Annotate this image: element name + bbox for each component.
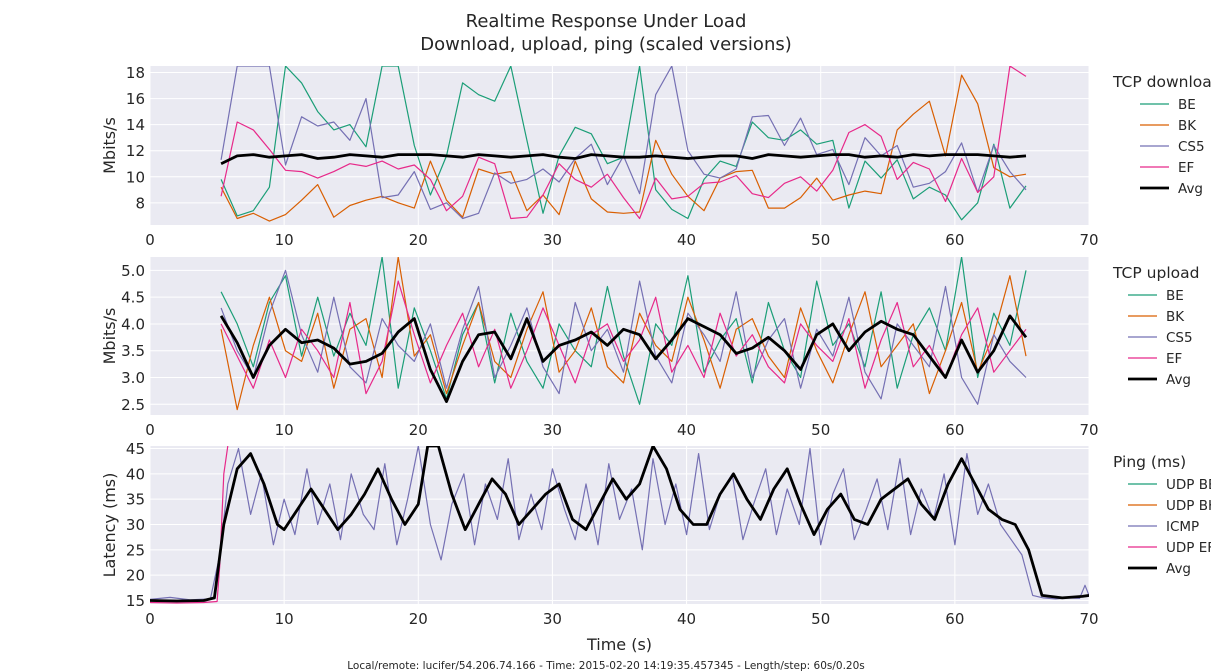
x-tick-label: 50 xyxy=(811,421,830,439)
legend-item: CS5 xyxy=(1166,330,1193,346)
y-tick-label: 35 xyxy=(126,491,145,509)
y-tick-label: 5.0 xyxy=(121,262,145,280)
y-tick-label: 3.5 xyxy=(121,342,145,360)
y-tick-label: 10 xyxy=(126,168,145,186)
x-tick-label: 70 xyxy=(1079,421,1098,439)
y-tick-label: 8 xyxy=(135,194,145,212)
legend-item: Avg xyxy=(1166,561,1191,577)
chart-panels: 0 10 20 30 40 50 60 70 8 10 12 14 16 18 Mbits/s TCP dow… xyxy=(100,64,1211,654)
legend-item: BE xyxy=(1178,97,1196,113)
series-line-icmp xyxy=(150,446,1089,601)
x-tick-label: 40 xyxy=(677,421,696,439)
legend-item: UDP BK xyxy=(1166,498,1211,514)
y-tick-label: 25 xyxy=(126,541,145,559)
legend-title: TCP upload xyxy=(1112,264,1199,282)
legend-item: UDP EF xyxy=(1166,540,1211,556)
x-tick-label: 20 xyxy=(409,231,428,249)
x-tick-label: 60 xyxy=(945,231,964,249)
y-axis-label: Latency (ms) xyxy=(100,473,119,578)
chart-footer: Local/remote: lucifer/54.206.74.166 - Ti… xyxy=(347,660,865,672)
series-line-avg xyxy=(150,446,1089,603)
y-tick-label: 40 xyxy=(126,465,145,483)
y-tick-label: 45 xyxy=(126,440,145,458)
y-tick-label: 16 xyxy=(126,90,145,108)
y-tick-label: 18 xyxy=(126,64,145,82)
x-tick-label: 50 xyxy=(811,231,830,249)
plot-area xyxy=(150,446,1089,604)
x-tick-label: 70 xyxy=(1079,610,1098,628)
x-tick-label: 50 xyxy=(811,610,830,628)
x-tick-label: 10 xyxy=(275,421,294,439)
y-axis-label: Mbits/s xyxy=(100,117,119,174)
x-tick-label: 20 xyxy=(409,610,428,628)
legend-item: ICMP xyxy=(1166,519,1199,535)
legend-item: BK xyxy=(1166,309,1185,325)
series-line-udp-ef xyxy=(150,446,229,604)
y-tick-label: 12 xyxy=(126,142,145,160)
series-line-ef xyxy=(220,66,1027,220)
series-line-bk xyxy=(220,257,1027,411)
legend-upload: TCP upload BE BK CS5 EF Avg xyxy=(1112,264,1199,388)
legend-item: Avg xyxy=(1178,181,1203,197)
y-tick-label: 2.5 xyxy=(121,396,145,414)
x-tick-label: 60 xyxy=(945,421,964,439)
legend-download: TCP download BE BK CS5 EF Avg xyxy=(1112,73,1211,197)
legend-item: BK xyxy=(1178,118,1197,134)
legend-title: Ping (ms) xyxy=(1113,453,1186,471)
x-tick-label: 70 xyxy=(1079,231,1098,249)
legend-title: TCP download xyxy=(1112,73,1211,91)
x-tick-label: 30 xyxy=(543,421,562,439)
legend-item: CS5 xyxy=(1178,139,1205,155)
x-tick-label: 30 xyxy=(543,231,562,249)
y-axis-label: Mbits/s xyxy=(100,308,119,365)
series-line-ef xyxy=(220,280,1027,395)
series-line-avg xyxy=(219,314,1028,403)
panel-upload: 0 10 20 30 40 50 60 70 2.5 3.0 3.5 4.0 4.5 5.0 Mbits/s… xyxy=(100,257,1199,439)
series-line-be xyxy=(220,257,1027,405)
legend-item: EF xyxy=(1166,351,1182,367)
x-axis-label: Time (s) xyxy=(586,635,652,654)
series-line-avg xyxy=(220,153,1027,165)
x-tick-label: 10 xyxy=(275,231,294,249)
y-tick-label: 15 xyxy=(126,592,145,610)
panel-ping: 0 10 20 30 40 50 60 70 15 20 25 30 35 40 45 Latency (ms… xyxy=(100,440,1211,654)
legend-ping: Ping (ms) UDP BE UDP BK ICMP UDP EF Avg xyxy=(1113,453,1211,577)
legend-item: EF xyxy=(1178,160,1194,176)
chart-title: Realtime Response Under Load xyxy=(466,11,747,32)
series-lines xyxy=(219,257,1028,411)
x-tick-label: 60 xyxy=(945,610,964,628)
x-tick-label: 10 xyxy=(275,610,294,628)
x-tick-label: 0 xyxy=(145,610,155,628)
x-tick-label: 40 xyxy=(677,231,696,249)
legend-item: UDP BE xyxy=(1166,477,1211,493)
y-tick-label: 4.5 xyxy=(121,289,145,307)
y-tick-label: 30 xyxy=(126,516,145,534)
x-tick-label: 0 xyxy=(145,231,155,249)
y-tick-label: 20 xyxy=(126,567,145,585)
x-tick-label: 0 xyxy=(145,421,155,439)
chart-subtitle: Download, upload, ping (scaled versions) xyxy=(420,34,792,55)
legend-item: BE xyxy=(1166,288,1184,304)
y-tick-label: 4.0 xyxy=(121,315,145,333)
x-tick-label: 20 xyxy=(409,421,428,439)
y-tick-label: 14 xyxy=(126,116,145,134)
x-tick-label: 40 xyxy=(677,610,696,628)
y-tick-label: 3.0 xyxy=(121,369,145,387)
series-lines xyxy=(150,446,1089,604)
series-lines xyxy=(220,66,1027,222)
panel-download: 0 10 20 30 40 50 60 70 8 10 12 14 16 18 Mbits/s TCP dow… xyxy=(100,64,1211,249)
series-line-cs5 xyxy=(220,269,1027,405)
series-line-bk xyxy=(220,74,1027,222)
legend-item: Avg xyxy=(1166,372,1191,388)
x-tick-label: 30 xyxy=(543,610,562,628)
